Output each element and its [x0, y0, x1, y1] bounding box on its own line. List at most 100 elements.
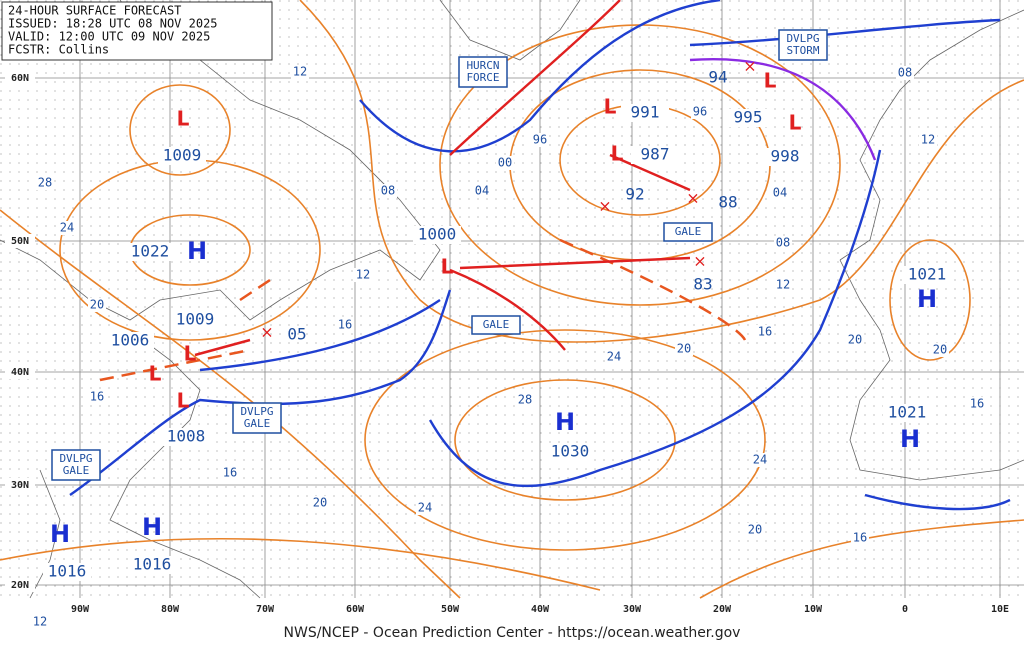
isobar-label: 12	[921, 133, 935, 147]
lon-label-box	[890, 602, 920, 616]
low-symbol: L	[789, 111, 802, 135]
low-pressure: 1006	[111, 331, 150, 350]
isobar-label-bg	[354, 268, 372, 282]
isobar-label: 24	[418, 501, 432, 515]
isobar-label-bg	[36, 176, 54, 190]
warning-text: FORCE	[466, 71, 499, 84]
pressure-bg	[631, 146, 679, 164]
lon-label: 50W	[441, 604, 460, 615]
high-pressure: 1021	[888, 403, 927, 422]
forecast-pressure: 94	[708, 68, 727, 87]
low-symbol: L	[177, 107, 190, 131]
low-pressure: 995	[734, 108, 763, 127]
lat-label-box	[5, 71, 35, 85]
isobar-label-bg	[746, 523, 764, 537]
isobar-label-bg	[291, 65, 309, 79]
lon-label-box	[985, 602, 1015, 616]
low-pressure: 1009	[163, 146, 202, 165]
isobar-label: 28	[38, 176, 52, 190]
isobar-label-bg	[919, 133, 937, 147]
pressure-bg	[903, 266, 951, 284]
isobar-label-bg	[605, 350, 623, 364]
lon-label-box	[250, 602, 280, 616]
lon-label-box	[435, 602, 465, 616]
header-line: 24-HOUR SURFACE FORECAST	[8, 4, 181, 18]
isobar-label: 20	[313, 496, 327, 510]
low-symbol: L	[149, 362, 162, 386]
isobar-label-bg	[473, 184, 491, 198]
isobar-label-bg	[751, 453, 769, 467]
warning-box	[778, 29, 828, 61]
lon-label-box	[617, 602, 647, 616]
isobar-label-bg	[336, 318, 354, 332]
lon-label: 80W	[161, 604, 180, 615]
isobar-label: 24	[607, 350, 621, 364]
lat-label: 60N	[11, 73, 29, 84]
footer: NWS/NCEP - Ocean Prediction Center - htt…	[284, 625, 741, 641]
isobar-label-bg	[311, 496, 329, 510]
low-pressure: 1000	[418, 225, 457, 244]
pressure-bg	[158, 147, 206, 165]
isobars	[0, 0, 1024, 599]
warning-box	[232, 402, 282, 434]
forecast-pressure: 05	[287, 325, 306, 344]
lon-label: 20W	[713, 604, 732, 615]
lat-label: 20N	[11, 580, 29, 591]
isobar-label-bg	[88, 390, 106, 404]
high-symbol: H	[142, 513, 162, 541]
isobar-label: 04	[773, 186, 787, 200]
isobar-label: 04	[475, 184, 489, 198]
header-line: VALID: 12:00 UTC 09 NOV 2025	[8, 30, 210, 44]
isobar-label: 12	[293, 65, 307, 79]
warning-text: GALE	[675, 225, 702, 238]
lon-label-box	[340, 602, 370, 616]
isobar-label: 96	[693, 105, 707, 119]
isobar-label: 00	[498, 156, 512, 170]
isobar-label-bg	[774, 236, 792, 250]
lon-label: 30W	[623, 604, 642, 615]
isobar-label-bg	[756, 325, 774, 339]
isobar-label: 12	[776, 278, 790, 292]
lon-label: 60W	[346, 604, 365, 615]
isobar-label: 12	[33, 615, 47, 629]
warning-text: DVLPG	[786, 32, 819, 45]
warning-text: GALE	[63, 464, 90, 477]
low-symbol: L	[441, 255, 454, 279]
lat-label: 30N	[11, 480, 29, 491]
warning-text: GALE	[483, 318, 510, 331]
warning-box	[663, 222, 713, 242]
lon-label-box	[798, 602, 828, 616]
warning-text: HURCN	[466, 59, 499, 72]
pressure-bg	[546, 443, 594, 461]
isobar-label: 24	[60, 221, 74, 235]
isobar-label-bg	[774, 278, 792, 292]
low-pressure: 1009	[176, 310, 215, 329]
isobar-label: 16	[853, 531, 867, 545]
forecast-x: ×	[686, 189, 699, 208]
high-symbol: H	[50, 520, 70, 548]
isobar-label: 16	[90, 390, 104, 404]
isobar-label: 16	[970, 397, 984, 411]
isobar-label-bg	[931, 343, 949, 357]
pressure-bg	[413, 226, 461, 244]
lon-label: 0	[902, 604, 908, 615]
isobar-label: 08	[381, 184, 395, 198]
isobar-label: 16	[758, 325, 772, 339]
pressure-bg	[162, 428, 210, 446]
pressure-bg	[171, 311, 219, 329]
low-symbol: L	[604, 95, 617, 119]
lon-label: 90W	[71, 604, 90, 615]
isobar-label-bg	[58, 221, 76, 235]
lat-label-box	[5, 365, 35, 379]
lat-label: 40N	[11, 367, 29, 378]
isobar-label: 08	[898, 66, 912, 80]
high-symbol: H	[900, 425, 920, 453]
isobar-label: 96	[533, 133, 547, 147]
isobar-label: 12	[356, 268, 370, 282]
forecast-x: ×	[693, 252, 706, 271]
warning-box	[458, 56, 508, 88]
warning-box	[51, 449, 101, 481]
low-symbol: L	[184, 342, 197, 366]
lat-label: 50N	[11, 236, 29, 247]
